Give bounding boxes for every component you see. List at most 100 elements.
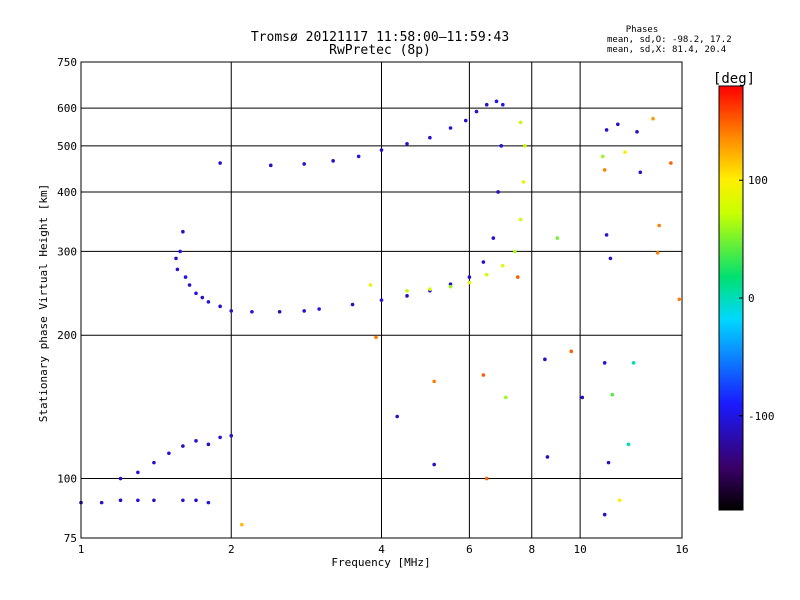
data-point: [268, 163, 273, 168]
data-point: [405, 294, 409, 298]
data-point: [463, 118, 468, 123]
data-point: [181, 444, 185, 448]
y-tick-label: 400: [57, 186, 77, 199]
data-point: [178, 249, 182, 254]
data-point: [600, 154, 605, 159]
data-point: [136, 498, 140, 503]
data-point: [669, 161, 673, 165]
data-point: [395, 414, 399, 419]
data-point: [657, 223, 661, 228]
data-point: [405, 141, 409, 146]
data-point: [302, 309, 306, 313]
y-tick-label: 300: [57, 245, 77, 258]
data-point: [432, 379, 436, 384]
data-point: [181, 229, 185, 234]
y-axis-label: Stationary phase Virtual Height [km]: [37, 184, 50, 422]
x-tick-label: 1: [78, 543, 85, 556]
colorbar-tick-label: -100: [748, 410, 775, 423]
data-point: [499, 144, 504, 148]
data-point: [218, 435, 222, 440]
data-point: [631, 361, 636, 365]
data-point: [379, 298, 384, 302]
x-tick-label: 2: [228, 543, 235, 556]
x-tick-label: 6: [466, 543, 473, 556]
data-point: [521, 180, 526, 184]
data-point: [200, 295, 205, 300]
data-point: [175, 267, 180, 272]
data-point: [545, 455, 550, 459]
data-point: [405, 288, 409, 293]
data-point: [467, 275, 472, 279]
y-tick-label: 600: [57, 102, 77, 115]
data-point: [523, 144, 527, 148]
data-point: [602, 168, 607, 172]
data-point: [229, 309, 234, 313]
data-point: [501, 263, 505, 268]
data-point: [638, 170, 643, 175]
data-point: [379, 148, 384, 152]
data-point: [604, 233, 609, 237]
data-point: [481, 373, 486, 377]
data-point: [448, 284, 453, 289]
stats-line-o: mean, sd,O: -98.2, 17.2: [607, 35, 732, 45]
data-point: [504, 395, 508, 400]
data-point: [250, 310, 254, 314]
x-axis-ticks: 1 2 4 6 8 10 16: [78, 543, 689, 556]
y-tick-label: 500: [57, 140, 77, 153]
data-point: [350, 302, 355, 307]
data-point: [481, 260, 486, 264]
colorbar-ticks: 100 0 -100: [739, 174, 775, 423]
data-point: [518, 120, 523, 125]
data-point: [635, 130, 639, 134]
data-point: [448, 126, 453, 130]
data-point: [356, 154, 361, 159]
plot-area: [80, 61, 683, 539]
data-point: [152, 498, 156, 503]
data-point: [484, 476, 489, 481]
data-point: [174, 256, 178, 261]
y-tick-label: 75: [64, 532, 77, 545]
grid-lines: [81, 62, 682, 538]
data-point: [187, 283, 192, 287]
data-point: [501, 102, 505, 107]
data-point: [152, 460, 156, 465]
data-point: [610, 392, 615, 397]
colorbar-label: [deg]: [713, 71, 755, 87]
data-point: [302, 162, 306, 166]
data-point: [218, 304, 222, 309]
data-point: [484, 272, 489, 277]
data-point: [602, 512, 607, 517]
data-point: [513, 249, 517, 254]
y-tick-label: 200: [57, 329, 77, 342]
data-point: [543, 357, 547, 362]
data-point: [617, 498, 622, 503]
data-point: [515, 275, 520, 279]
data-point: [569, 349, 574, 354]
data-point: [194, 291, 198, 296]
data-point: [183, 275, 188, 279]
data-point: [608, 256, 613, 261]
data-point: [136, 470, 140, 475]
data-point: [277, 310, 282, 314]
x-tick-label: 10: [573, 543, 586, 556]
data-point: [331, 159, 335, 163]
data-point: [484, 102, 489, 107]
data-point: [432, 462, 436, 467]
y-tick-label: 100: [57, 473, 77, 486]
stats-line-x: mean, sd,X: 81.4, 20.4: [607, 45, 726, 55]
data-point: [616, 122, 620, 127]
x-tick-label: 4: [378, 543, 385, 556]
data-point: [555, 236, 560, 240]
data-point: [580, 395, 585, 400]
data-point: [118, 476, 123, 481]
data-point: [218, 161, 222, 165]
data-point: [677, 297, 682, 302]
data-point: [206, 500, 211, 505]
data-point: [368, 283, 373, 287]
data-point: [474, 109, 479, 114]
data-point: [240, 522, 244, 527]
data-point: [167, 451, 171, 456]
data-point: [626, 442, 631, 447]
stats-heading: Phases: [626, 25, 659, 35]
